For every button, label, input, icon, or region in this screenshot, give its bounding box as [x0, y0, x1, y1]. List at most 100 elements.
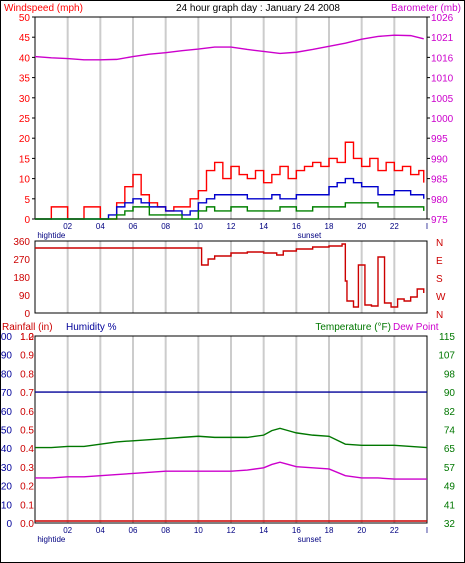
temperature-tick-label: 98 — [444, 369, 456, 380]
time-tick-label: 08 — [161, 222, 170, 231]
time-tick-label: 18 — [325, 526, 334, 535]
humidity-tick-label: 50 — [1, 426, 13, 437]
time-tick-label: 02 — [63, 526, 72, 535]
rainfall-tick-label: 0.2 — [20, 482, 34, 493]
windspeed-tick-label: 50 — [19, 13, 31, 24]
windspeed-axis-title: Windspeed (mph) — [4, 3, 83, 14]
rainfall-tick-label: 1.0 — [20, 332, 34, 343]
barometer-tick-label: 990 — [431, 154, 448, 165]
temperature-tick-label: 90 — [444, 388, 456, 399]
direction-tick-label: 360 — [13, 237, 30, 248]
time-tick-label: 06 — [129, 526, 138, 535]
rainfall-tick-label: 0.6 — [20, 407, 34, 418]
compass-label: S — [436, 274, 443, 285]
panel3-series-3 — [35, 461, 427, 480]
temperature-tick-label: 65 — [444, 444, 456, 455]
time-tick-label: 20 — [357, 222, 366, 231]
barometer-tick-label: 995 — [431, 134, 448, 145]
time-tick-label: 20 — [357, 526, 366, 535]
humidity-tick-label: 60 — [1, 407, 13, 418]
humidity-tick-label: 100 — [0, 332, 12, 343]
time-tick-label: 08 — [161, 526, 170, 535]
time-tick-label: 22 — [390, 222, 399, 231]
direction-line-0 — [35, 243, 425, 308]
time-tick-label: 10 — [194, 526, 203, 535]
time-tick-label: 16 — [292, 222, 301, 231]
temperature-tick-label: 49 — [444, 482, 456, 493]
time-tick-label: 06 — [129, 222, 138, 231]
series-line-3 — [35, 202, 425, 220]
temperature-tick-label: 107 — [438, 351, 455, 362]
direction-tick-label: 90 — [19, 291, 31, 302]
hightide-label: hightide — [37, 535, 66, 544]
hightide-label: hightide — [37, 231, 66, 240]
windspeed-tick-label: 10 — [19, 175, 31, 186]
barometer-tick-label: 1016 — [431, 53, 454, 64]
series-line-2 — [35, 177, 425, 220]
direction-tick-label: 270 — [13, 255, 30, 266]
barometer-tick-label: 985 — [431, 175, 448, 186]
humidity-tick-label: 20 — [1, 482, 13, 493]
sunset-label: sunset — [298, 535, 322, 544]
sunset-label: sunset — [298, 231, 322, 240]
humidity-tick-label: 30 — [1, 463, 13, 474]
barometer-tick-label: 975 — [431, 215, 448, 226]
temperature-tick-label: 57 — [444, 463, 456, 474]
temperature-panel — [34, 335, 428, 524]
humidity-tick-label: 80 — [1, 369, 13, 380]
humidity-tick-label: 40 — [1, 444, 13, 455]
series-line-0 — [34, 34, 424, 61]
humidity-tick-label: 10 — [1, 500, 13, 511]
rainfall-tick-label: 0.4 — [20, 444, 34, 455]
time-tick-label: I — [426, 222, 428, 231]
temperature-axis-title: Temperature (°F) — [315, 322, 391, 333]
barometer-tick-label: 1026 — [431, 13, 454, 24]
panel3-series-2 — [35, 427, 428, 449]
time-tick-label: I — [426, 526, 428, 535]
rainfall-tick-label: 0.9 — [20, 351, 34, 362]
time-tick-label: 12 — [227, 222, 236, 231]
barometer-tick-label: 1000 — [431, 114, 454, 125]
rainfall-tick-label: 0.3 — [20, 463, 34, 474]
temperature-tick-label: 32 — [444, 519, 456, 530]
windspeed-tick-label: 0 — [24, 215, 30, 226]
time-tick-label: 22 — [390, 526, 399, 535]
direction-tick-label: 180 — [13, 273, 30, 284]
time-tick-label: 04 — [96, 526, 105, 535]
time-tick-label: 16 — [292, 526, 301, 535]
rainfall-tick-label: 0.8 — [20, 369, 34, 380]
time-tick-label: 02 — [63, 222, 72, 231]
windspeed-tick-label: 40 — [19, 53, 31, 64]
barometer-tick-label: 1005 — [431, 94, 454, 105]
time-tick-label: 18 — [325, 222, 334, 231]
temperature-tick-label: 115 — [439, 332, 455, 343]
time-tick-label: 04 — [96, 222, 105, 231]
time-tick-label: 12 — [227, 526, 236, 535]
windspeed-tick-label: 5 — [24, 195, 30, 206]
barometer-tick-label: 1010 — [431, 74, 454, 85]
compass-label: W — [436, 292, 446, 303]
direction-panel — [34, 240, 428, 314]
windspeed-tick-label: 30 — [19, 94, 31, 105]
compass-label: E — [436, 256, 443, 267]
time-tick-label: 10 — [194, 222, 203, 231]
compass-label: N — [436, 238, 443, 249]
humidity-tick-label: 0 — [6, 519, 12, 530]
compass-label: N — [436, 310, 443, 321]
barometer-axis-title: Barometer (mb) — [391, 3, 461, 14]
windspeed-tick-label: 25 — [19, 114, 31, 125]
windspeed-tick-label: 15 — [19, 154, 31, 165]
rainfall-tick-label: 1.2 — [20, 332, 34, 343]
time-tick-label: 14 — [259, 222, 268, 231]
temperature-tick-label: 41 — [444, 500, 456, 511]
barometer-tick-label: 980 — [431, 195, 448, 206]
windspeed-tick-label: 35 — [19, 74, 31, 85]
humidity-axis-title: Humidity % — [66, 322, 117, 333]
direction-tick-label: 0 — [24, 309, 30, 320]
rainfall-tick-label: 0.5 — [20, 426, 34, 437]
humidity-tick-label: 70 — [1, 388, 13, 399]
humidity-tick-label: 90 — [1, 351, 13, 362]
temperature-tick-label: 82 — [444, 407, 456, 418]
windspeed-tick-label: 20 — [19, 134, 31, 145]
